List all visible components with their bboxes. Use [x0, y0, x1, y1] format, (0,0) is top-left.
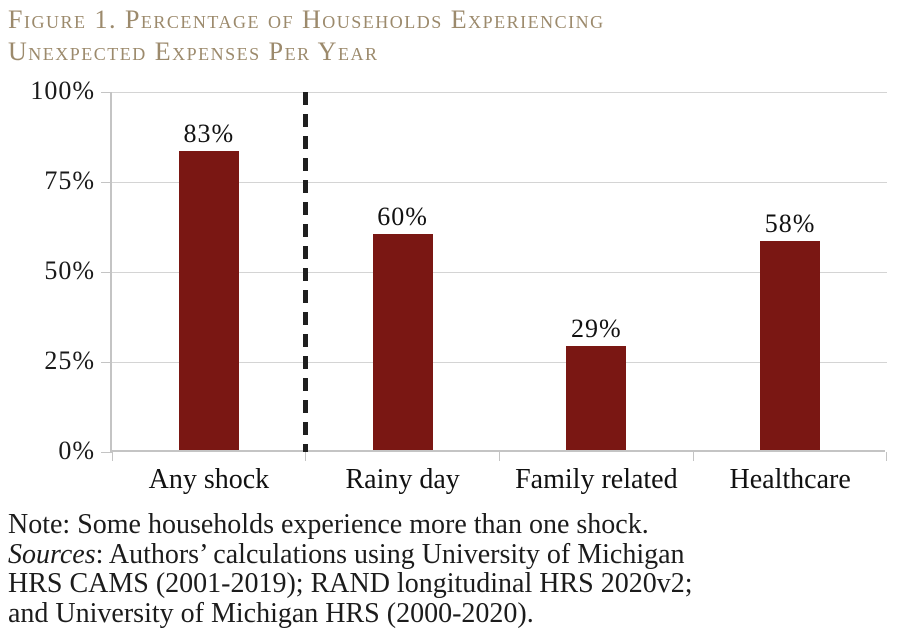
bar-value-label: 29%	[571, 313, 622, 343]
bar-family-related	[566, 345, 627, 450]
sources-label: Sources	[8, 538, 96, 570]
bar-chart: 0% 25% 50% 75% 100% 83% Any shock 60% Rainy day 2…	[30, 76, 887, 495]
gridline	[112, 91, 887, 93]
note-text: Note: Some households experience more th…	[8, 509, 649, 540]
y-axis-tick-label: 25%	[44, 346, 95, 375]
x-category-label: Rainy day	[345, 464, 460, 495]
y-axis-tick-label: 100%	[30, 76, 95, 105]
dashed-separator-line	[303, 92, 309, 452]
y-axis-tick-label: 75%	[44, 166, 95, 195]
y-axis-tick	[101, 181, 112, 183]
x-axis-tick	[886, 452, 887, 461]
bar-any-shock	[178, 151, 239, 450]
bar-value-label: 58%	[764, 209, 816, 239]
chart-notes: Note: Some households experience more th…	[8, 510, 896, 628]
x-axis-tick	[111, 452, 113, 461]
plot-area: 0% 25% 50% 75% 100% 83% Any shock 60% Rainy day 2…	[30, 76, 887, 495]
gridline	[112, 361, 887, 363]
sources-line-2: HRS CAMS (2001-2019); RAND longitudinal …	[8, 568, 693, 599]
y-axis-tick-label: 50%	[44, 256, 95, 285]
y-axis-tick	[101, 361, 112, 363]
y-axis-tick	[101, 271, 112, 273]
gridline	[112, 181, 887, 183]
y-axis-tick	[101, 451, 112, 453]
x-axis-tick	[692, 452, 694, 461]
bar-healthcare	[760, 241, 821, 450]
figure-title: Figure 1. Percentage of Households Exper…	[8, 4, 888, 68]
gridline	[112, 271, 887, 273]
x-category-label: Healthcare	[729, 464, 851, 495]
x-axis-tick	[499, 452, 500, 461]
bar-rainy-day	[372, 234, 433, 450]
sources-line-1: Sources: Authors’ calculations using Uni…	[8, 538, 896, 570]
sources-line-1-rest: : Authors’ calculations using University…	[95, 538, 685, 570]
bar-value-label: 60%	[377, 202, 428, 231]
x-category-label: Any shock	[148, 464, 270, 495]
figure-title-line-2: Unexpected Expenses Per Year	[8, 37, 379, 66]
bar-value-label: 83%	[183, 119, 235, 149]
x-axis-tick	[305, 452, 307, 461]
sources-line-3: and University of Michigan HRS (2000-202…	[8, 597, 534, 629]
y-axis-tick	[101, 91, 112, 93]
y-axis-tick-label: 0%	[58, 436, 95, 465]
figure-title-line-1: Figure 1. Percentage of Households Exper…	[8, 5, 605, 34]
x-category-label: Family related	[515, 464, 678, 495]
